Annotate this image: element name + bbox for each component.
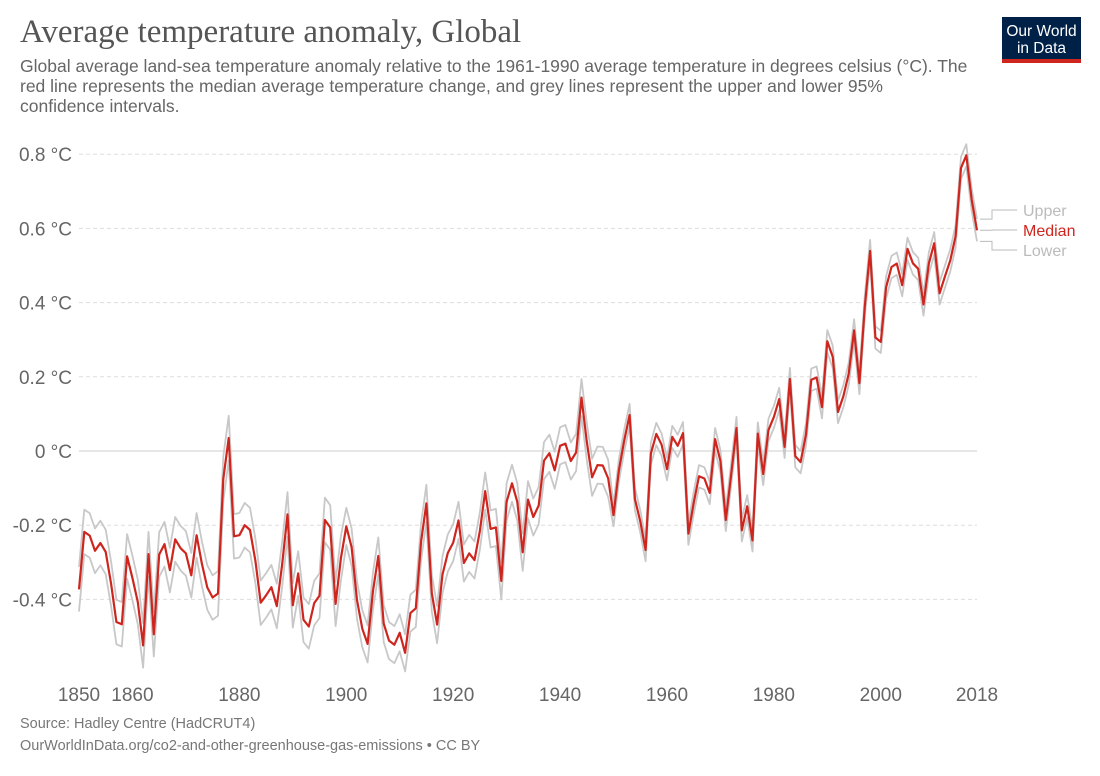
x-tick-label: 1850 bbox=[58, 685, 100, 706]
x-tick-label: 1960 bbox=[646, 685, 688, 706]
chart-subtitle: Global average land-sea temperature anom… bbox=[20, 56, 968, 116]
source-url[interactable]: OurWorldInData.org/co2-and-other-greenho… bbox=[20, 738, 481, 754]
chart-title: Average temperature anomaly, Global bbox=[20, 14, 522, 50]
y-tick-label: 0.6 °C bbox=[19, 219, 72, 240]
legend-label-lower: Lower bbox=[1023, 243, 1067, 260]
series-line-upper bbox=[78, 143, 978, 636]
series-line-median bbox=[77, 154, 979, 654]
legend-connector bbox=[980, 240, 1017, 251]
y-tick-label: -0.4 °C bbox=[13, 590, 72, 611]
y-tick-label: 0 °C bbox=[35, 442, 72, 463]
source-note[interactable]: Source: Hadley Centre (HadCRUT4) bbox=[20, 716, 256, 732]
x-tick-label: 1900 bbox=[325, 685, 367, 706]
x-tick-label: 1980 bbox=[753, 685, 795, 706]
x-tick-label: 1940 bbox=[539, 685, 581, 706]
x-tick-label: 1880 bbox=[218, 685, 260, 706]
legend-label-median: Median bbox=[1023, 223, 1075, 240]
y-tick-label: 0.8 °C bbox=[19, 145, 72, 166]
y-tick-label: -0.2 °C bbox=[13, 516, 72, 537]
y-tick-label: 0.4 °C bbox=[19, 294, 72, 315]
owid-logo[interactable]: Our World in Data bbox=[1002, 17, 1081, 63]
x-tick-label: 1860 bbox=[111, 685, 153, 706]
y-tick-label: 0.2 °C bbox=[19, 368, 72, 389]
x-tick-label: 2000 bbox=[860, 685, 902, 706]
x-tick-label: 1920 bbox=[432, 685, 474, 706]
legend-label-upper: Upper bbox=[1023, 203, 1067, 220]
legend-connector bbox=[980, 209, 1017, 220]
x-tick-label: 2018 bbox=[956, 685, 998, 706]
